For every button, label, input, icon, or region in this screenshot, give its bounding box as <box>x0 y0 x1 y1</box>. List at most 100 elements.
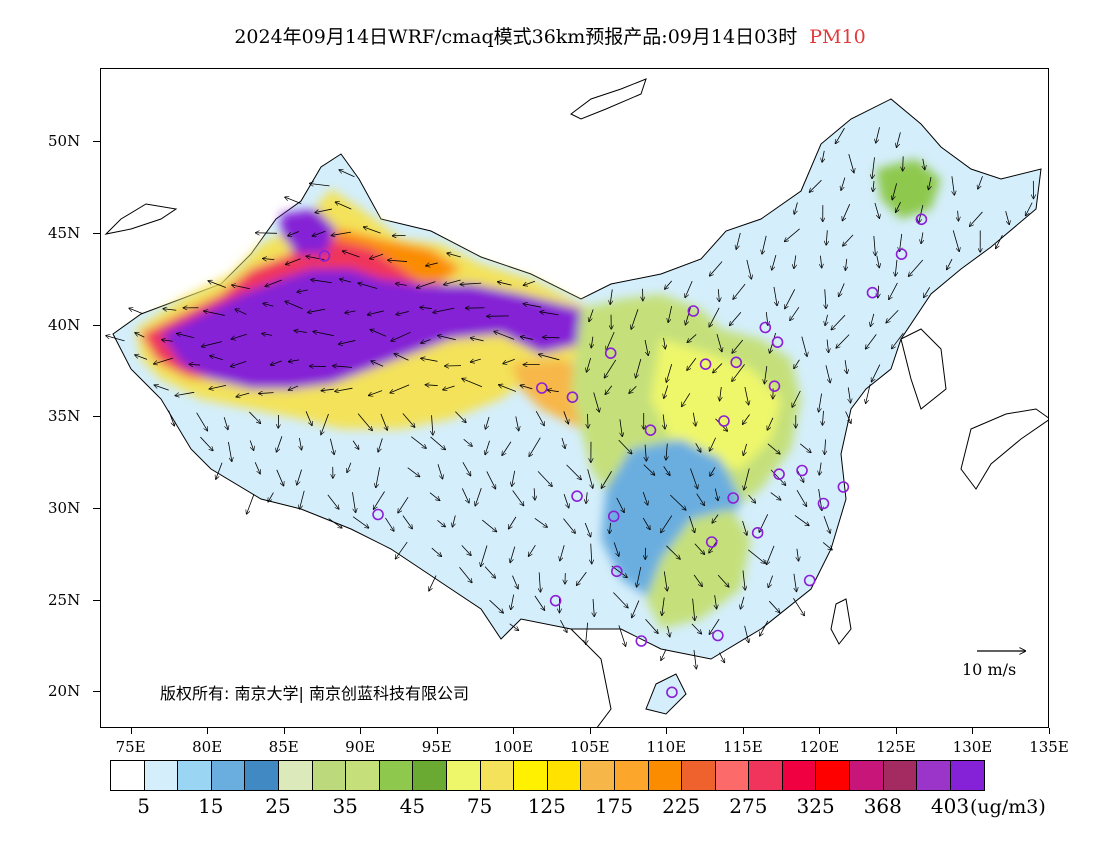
wind-vector <box>534 517 547 527</box>
colorbar-tick-label: 403 <box>930 794 970 818</box>
colorbar-swatch <box>111 761 145 790</box>
wind-vector <box>236 392 250 397</box>
wind-vector <box>831 314 846 329</box>
wind-vector <box>494 331 515 340</box>
map-frame <box>100 68 1049 728</box>
lat-label: 45N <box>48 224 81 242</box>
wind-vector <box>369 390 383 396</box>
wind-vector <box>421 339 431 344</box>
wind-vector <box>402 413 415 427</box>
lon-tick <box>666 728 668 734</box>
wind-vector <box>870 313 875 326</box>
wind-vector <box>947 258 953 269</box>
city-station-marker <box>635 635 648 647</box>
lon-label: 75E <box>115 738 146 756</box>
wind-vector <box>903 156 904 170</box>
colorbar-swatch <box>581 761 615 790</box>
wind-vector <box>1005 211 1010 224</box>
colorbar-swatch <box>346 761 380 790</box>
wind-vector <box>696 493 705 506</box>
wind-vector <box>799 443 811 453</box>
wind-vector <box>642 517 650 529</box>
wind-vector <box>876 127 880 142</box>
city-station-marker <box>768 380 781 392</box>
wind-vector <box>249 440 253 451</box>
wind-vector <box>620 419 622 436</box>
wind-vector <box>509 516 517 529</box>
wind-vector <box>664 337 666 349</box>
wind-vector <box>632 600 640 618</box>
city-station-marker <box>566 391 579 403</box>
wind-vector <box>407 467 420 477</box>
colorbar-tick-label: 75 <box>466 794 493 818</box>
wind-vector <box>475 487 482 506</box>
wind-vector <box>563 494 569 507</box>
wind-vector <box>259 393 274 394</box>
title-main: 2024年09月14日WRF/cmaq模式36km预报产品:09月14日03时 <box>234 26 798 48</box>
colorbar-tick-label: 368 <box>863 794 902 818</box>
wind-vector <box>826 230 827 245</box>
wind-vector <box>668 305 673 322</box>
lat-tick <box>93 508 100 509</box>
colorbar-swatch <box>514 761 548 790</box>
wind-vector <box>189 364 200 365</box>
wind-vector <box>741 596 745 609</box>
wind-vector <box>455 411 465 423</box>
lon-label: 125E <box>876 738 916 756</box>
legend-colorbar <box>110 760 986 791</box>
wind-vector <box>463 438 472 446</box>
wind-vector <box>586 622 588 644</box>
wind-vector <box>645 444 646 461</box>
wind-vector <box>452 515 455 527</box>
wind-vector <box>587 413 588 428</box>
wind-vector <box>713 363 723 372</box>
wind-vector <box>822 410 823 425</box>
wind-vector <box>461 545 471 555</box>
wind-vector <box>764 365 766 383</box>
wind-vector <box>618 439 632 454</box>
wind-vector <box>794 573 797 592</box>
wind-vector <box>421 358 438 362</box>
wind-vector <box>848 387 850 402</box>
lon-label: 115E <box>723 738 763 756</box>
wind-vector <box>923 158 925 170</box>
wind-vector <box>767 417 774 430</box>
wind-vector <box>762 235 767 254</box>
wind-vector <box>485 440 490 455</box>
city-station-marker <box>817 497 830 510</box>
lat-label: 30N <box>48 499 81 517</box>
wind-vector <box>327 494 339 509</box>
wind-vector <box>591 543 592 564</box>
wind-vector <box>196 412 208 431</box>
wind-vector <box>370 253 384 259</box>
lon-tick <box>895 728 897 734</box>
wind-vector <box>773 286 777 306</box>
wind-vector <box>429 492 440 501</box>
wind-vector <box>249 411 260 423</box>
wind-vector <box>388 260 408 261</box>
wind-vector <box>687 357 697 370</box>
wind-vector <box>462 462 471 475</box>
wind-vector <box>297 469 302 485</box>
lon-tick <box>819 728 821 734</box>
wind-vector <box>297 290 308 292</box>
wind-vector <box>417 281 436 288</box>
wind-vector <box>352 440 359 449</box>
city-station-marker <box>536 382 548 394</box>
wind-vector <box>796 490 806 506</box>
wind-vector <box>204 311 225 316</box>
wind-vector <box>352 516 368 528</box>
wind-vector <box>747 549 765 563</box>
wind-vector <box>200 436 212 450</box>
wind-vector <box>447 253 461 258</box>
lon-tick <box>360 728 362 734</box>
city-station-marker <box>895 248 908 260</box>
wind-vector <box>825 439 826 454</box>
wind-vector <box>315 208 332 212</box>
wind-vector <box>380 413 387 430</box>
wind-vector <box>688 515 694 532</box>
wind-vector <box>515 416 519 430</box>
colorbar-swatch <box>480 761 515 790</box>
lat-label: 35N <box>48 407 81 426</box>
wind-vector <box>845 258 846 270</box>
